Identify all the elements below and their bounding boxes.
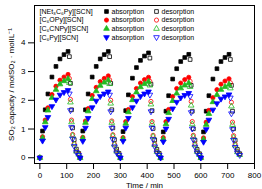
svg-text:desorption: desorption [162, 16, 195, 24]
svg-text:[C₆Py][SCN]: [C₆Py][SCN] [40, 34, 79, 42]
svg-text:SO₂ capacity / molSO₂ · molIL⁻: SO₂ capacity / molSO₂ · molIL⁻¹ [7, 28, 16, 141]
svg-text:100: 100 [60, 171, 74, 180]
svg-text:0: 0 [21, 153, 26, 162]
svg-text:500: 500 [167, 171, 181, 180]
svg-text:Time / min: Time / min [126, 181, 163, 189]
svg-text:0: 0 [38, 171, 43, 180]
svg-text:1: 1 [21, 125, 26, 134]
svg-text:200: 200 [87, 171, 101, 180]
svg-text:desorption: desorption [162, 34, 195, 42]
svg-text:3: 3 [21, 67, 26, 76]
svg-text:absorption: absorption [112, 16, 145, 24]
svg-text:absorption: absorption [112, 8, 145, 16]
svg-text:600: 600 [194, 171, 208, 180]
svg-text:[C₆OPy][SCN]: [C₆OPy][SCN] [40, 16, 84, 24]
svg-text:4: 4 [21, 38, 26, 47]
svg-text:desorption: desorption [162, 8, 195, 16]
svg-text:2: 2 [21, 96, 26, 105]
svg-text:800: 800 [248, 171, 262, 180]
svg-text:[C₆CNPy][SCN]: [C₆CNPy][SCN] [40, 25, 89, 33]
svg-text:400: 400 [141, 171, 155, 180]
svg-text:absorption: absorption [112, 34, 145, 42]
svg-text:300: 300 [114, 171, 128, 180]
svg-text:desorption: desorption [162, 25, 195, 33]
svg-text:700: 700 [221, 171, 235, 180]
svg-text:absorption: absorption [112, 25, 145, 33]
svg-text:[NEt₃C₆Py][SCN]: [NEt₃C₆Py][SCN] [40, 8, 93, 16]
